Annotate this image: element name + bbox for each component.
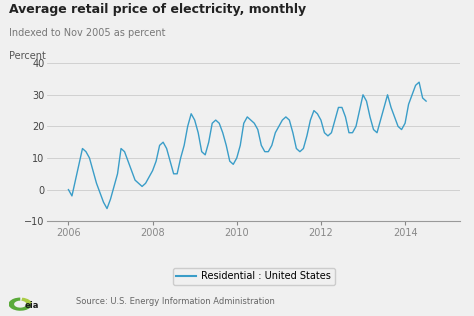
Wedge shape (9, 298, 32, 311)
Wedge shape (21, 298, 32, 304)
Legend: Residential : United States: Residential : United States (173, 268, 335, 285)
Text: eia: eia (25, 301, 39, 309)
Text: Indexed to Nov 2005 as percent: Indexed to Nov 2005 as percent (9, 28, 166, 39)
Text: Average retail price of electricity, monthly: Average retail price of electricity, mon… (9, 3, 307, 16)
Text: Percent: Percent (9, 51, 46, 61)
Text: Source: U.S. Energy Information Administration: Source: U.S. Energy Information Administ… (76, 297, 275, 306)
